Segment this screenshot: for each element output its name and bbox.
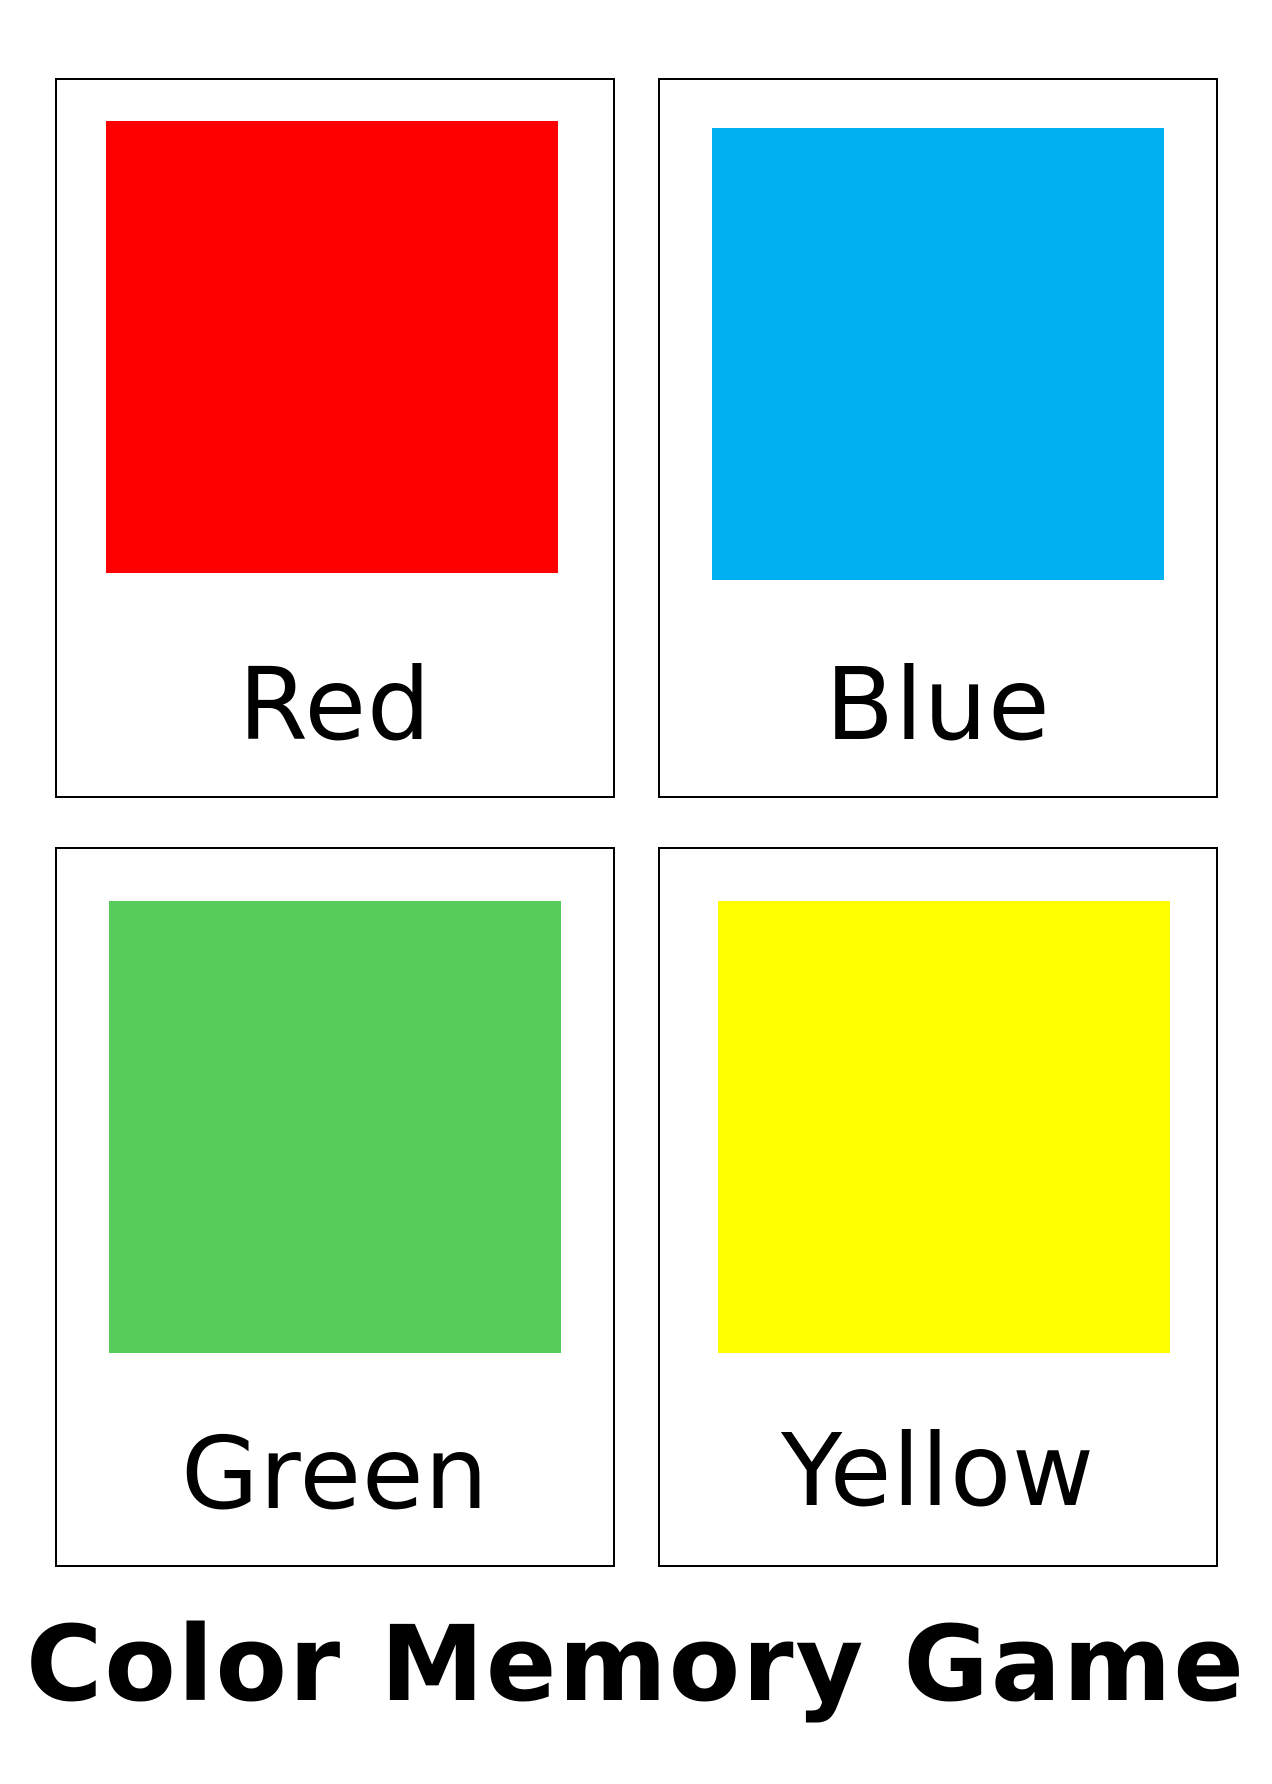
color-card-blue[interactable]: Blue (658, 78, 1218, 798)
color-card-red[interactable]: Red (55, 78, 615, 798)
game-title: Color Memory Game (26, 1603, 1246, 1725)
card-label-green: Green (181, 1415, 489, 1532)
card-label-red: Red (238, 646, 432, 763)
color-swatch-blue (712, 128, 1164, 580)
card-label-blue: Blue (825, 646, 1051, 763)
color-swatch-red (106, 121, 558, 573)
color-card-green[interactable]: Green (55, 847, 615, 1567)
color-card-yellow[interactable]: Yellow (658, 847, 1218, 1567)
color-swatch-yellow (718, 901, 1170, 1353)
color-swatch-green (109, 901, 561, 1353)
card-label-yellow: Yellow (781, 1412, 1095, 1529)
